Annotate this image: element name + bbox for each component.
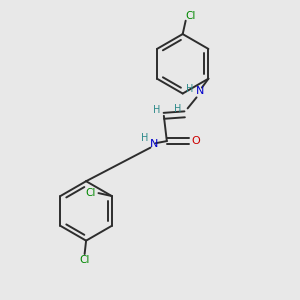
Text: H: H <box>153 106 160 116</box>
Text: H: H <box>173 104 181 114</box>
Text: Cl: Cl <box>85 188 96 198</box>
Text: Cl: Cl <box>80 255 90 265</box>
Text: Cl: Cl <box>185 11 195 21</box>
Text: H: H <box>186 84 194 94</box>
Text: N: N <box>150 139 158 149</box>
Text: N: N <box>196 86 204 96</box>
Text: O: O <box>191 136 200 146</box>
Text: H: H <box>141 133 149 142</box>
